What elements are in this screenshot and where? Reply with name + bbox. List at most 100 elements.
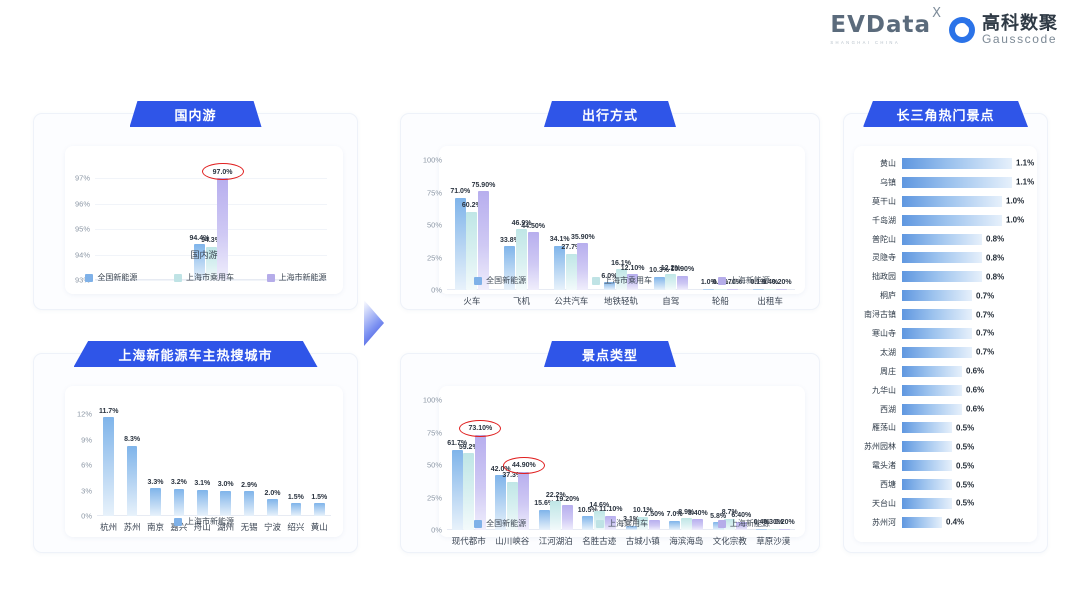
- bar[interactable]: [767, 528, 779, 530]
- hot-spot-bar[interactable]: [902, 346, 972, 358]
- hot-spot-row[interactable]: 黄山 1.1%: [854, 154, 1034, 173]
- bar[interactable]: [676, 275, 688, 290]
- hot-spot-row[interactable]: 周庄 0.6%: [854, 362, 1027, 381]
- hot-spot-row[interactable]: 苏州园林 0.5%: [854, 437, 1027, 456]
- bar[interactable]: [217, 178, 229, 280]
- hot-spot-row[interactable]: 苏州河 0.4%: [854, 513, 1027, 532]
- bar[interactable]: [554, 245, 566, 290]
- bar[interactable]: [665, 274, 677, 290]
- hot-spot-row[interactable]: 南浔古镇 0.7%: [854, 305, 1027, 324]
- bar[interactable]: [776, 288, 788, 290]
- bar[interactable]: [764, 288, 776, 290]
- bar[interactable]: [603, 282, 615, 290]
- legend-item-sh-passenger[interactable]: 上海乘用车: [561, 518, 683, 529]
- hot-spot-bar[interactable]: [902, 441, 952, 453]
- bar[interactable]: [680, 518, 692, 530]
- bar[interactable]: [495, 475, 507, 530]
- hot-spot-bar[interactable]: [902, 497, 952, 509]
- bar[interactable]: [637, 516, 649, 530]
- bar[interactable]: [173, 488, 185, 516]
- bar[interactable]: [577, 243, 589, 290]
- bar[interactable]: [220, 490, 232, 516]
- bar[interactable]: [267, 499, 278, 516]
- bar[interactable]: [735, 521, 747, 530]
- legend-item-sh-ev[interactable]: 上海市新能源: [250, 272, 343, 283]
- hot-spot-bar[interactable]: [902, 252, 982, 264]
- hot-spot-row[interactable]: 普陀山 0.8%: [854, 230, 1027, 249]
- bar[interactable]: [653, 276, 665, 290]
- hot-spot-bar[interactable]: [902, 157, 1012, 169]
- bar[interactable]: [565, 254, 577, 290]
- bar[interactable]: [474, 434, 486, 530]
- bar[interactable]: [753, 288, 765, 290]
- legend-item-national-ev[interactable]: 全国新能源: [439, 518, 561, 529]
- bar[interactable]: [648, 520, 660, 530]
- bar[interactable]: [714, 288, 726, 290]
- bar[interactable]: [779, 528, 791, 530]
- legend-item-sh-passenger[interactable]: 上海市乘用车: [561, 275, 683, 286]
- hot-spot-row[interactable]: 莫干山 1.0%: [854, 192, 1027, 211]
- bar[interactable]: [726, 288, 738, 290]
- hot-spot-bar[interactable]: [902, 195, 1002, 207]
- legend-hot-search-cities[interactable]: 上海市新能源: [65, 516, 343, 527]
- hot-spot-row[interactable]: 寒山寺 0.7%: [854, 324, 1027, 343]
- hot-spot-bar[interactable]: [902, 365, 962, 377]
- hot-spot-bar[interactable]: [902, 516, 942, 528]
- bar[interactable]: [627, 274, 639, 290]
- bar[interactable]: [451, 449, 463, 530]
- bar[interactable]: [463, 453, 475, 530]
- bar[interactable]: [126, 445, 138, 516]
- hot-spot-bar[interactable]: [902, 460, 952, 472]
- hot-spot-bar[interactable]: [902, 176, 1012, 188]
- hot-spot-row[interactable]: 太湖 0.7%: [854, 343, 1027, 362]
- bar[interactable]: [290, 503, 302, 516]
- bar[interactable]: [605, 515, 617, 530]
- hot-spot-row[interactable]: 西湖 0.6%: [854, 400, 1027, 419]
- hot-spot-row[interactable]: 灵隐寺 0.8%: [854, 248, 1027, 267]
- hot-spot-row[interactable]: 雁荡山 0.5%: [854, 418, 1027, 437]
- bar[interactable]: [703, 288, 715, 290]
- bar[interactable]: [313, 503, 325, 516]
- hot-spot-bar[interactable]: [902, 422, 952, 434]
- bar[interactable]: [538, 509, 550, 530]
- hot-spot-bar[interactable]: [902, 309, 972, 321]
- hot-spot-row[interactable]: 乌镇 1.1%: [854, 173, 1034, 192]
- bar[interactable]: [756, 528, 768, 530]
- legend-item-sh-ev[interactable]: 上海新能源: [683, 518, 805, 529]
- bar[interactable]: [504, 246, 516, 290]
- bar[interactable]: [466, 211, 478, 290]
- bar[interactable]: [506, 481, 518, 530]
- hot-spot-row[interactable]: 西塘 0.5%: [854, 475, 1027, 494]
- hot-spot-bar[interactable]: [902, 384, 962, 396]
- bar[interactable]: [196, 489, 208, 516]
- hot-spot-bar[interactable]: [902, 479, 952, 491]
- bar[interactable]: [527, 232, 539, 290]
- legend-item-sh-ev[interactable]: 上海新能源: [683, 275, 805, 286]
- bar[interactable]: [669, 520, 681, 530]
- bar[interactable]: [243, 491, 255, 516]
- bar[interactable]: [454, 197, 466, 290]
- bar[interactable]: [193, 244, 205, 280]
- hot-spot-row[interactable]: 鼋头渚 0.5%: [854, 456, 1027, 475]
- hot-spot-bar[interactable]: [902, 233, 982, 245]
- hot-spot-bar[interactable]: [902, 290, 972, 302]
- bar[interactable]: [550, 501, 562, 530]
- hot-spot-row[interactable]: 桐庐 0.7%: [854, 286, 1027, 305]
- bar[interactable]: [205, 246, 217, 280]
- hot-spot-row[interactable]: 九华山 0.6%: [854, 381, 1027, 400]
- legend-item-national-ev[interactable]: 全国新能源: [439, 275, 561, 286]
- legend-item-sh-passenger[interactable]: 上海市乘用车: [158, 272, 251, 283]
- hot-spot-bar[interactable]: [902, 327, 972, 339]
- hot-spot-bar[interactable]: [902, 271, 982, 283]
- legend-item-national-ev[interactable]: 全国新能源: [65, 272, 158, 283]
- hot-spot-row[interactable]: 拙政园 0.8%: [854, 267, 1027, 286]
- bar[interactable]: [615, 269, 627, 290]
- bar[interactable]: [518, 471, 530, 530]
- bar[interactable]: [477, 191, 489, 290]
- bar[interactable]: [625, 525, 637, 530]
- bar[interactable]: [582, 516, 594, 530]
- bar[interactable]: [692, 519, 704, 530]
- hot-spot-bar[interactable]: [902, 214, 1002, 226]
- bar[interactable]: [150, 488, 161, 516]
- hot-spot-row[interactable]: 天台山 0.5%: [854, 494, 1027, 513]
